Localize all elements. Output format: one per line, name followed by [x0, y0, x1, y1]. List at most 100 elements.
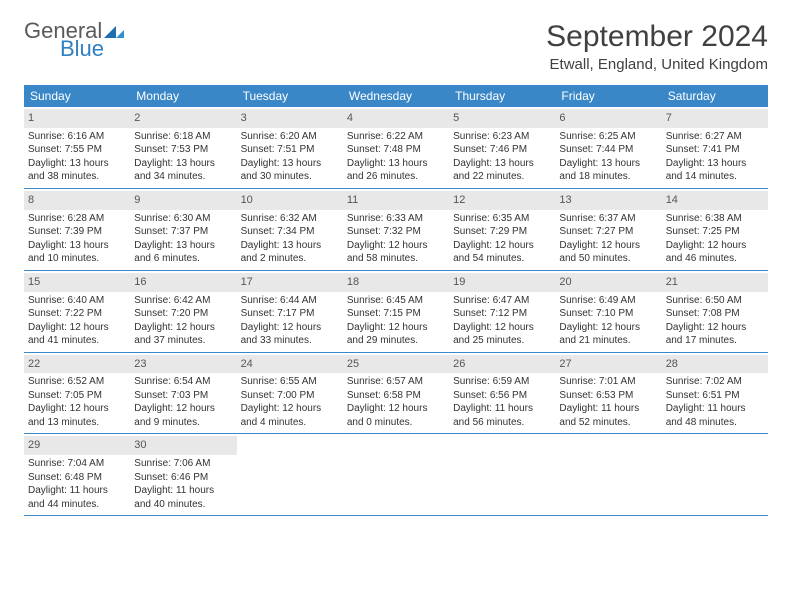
day-cell: 25Sunrise: 6:57 AMSunset: 6:58 PMDayligh…: [343, 353, 449, 434]
daylight-line-2: and 25 minutes.: [453, 334, 551, 348]
sunrise-line: Sunrise: 6:23 AM: [453, 130, 551, 144]
sunset-line: Sunset: 7:55 PM: [28, 143, 126, 157]
calendar-body: 1Sunrise: 6:16 AMSunset: 7:55 PMDaylight…: [24, 107, 768, 516]
sunrise-line: Sunrise: 6:32 AM: [241, 212, 339, 226]
daylight-line-1: Daylight: 13 hours: [347, 157, 445, 171]
day-number: 25: [343, 355, 449, 374]
day-number: 15: [24, 273, 130, 292]
header: General Blue September 2024 Etwall, Engl…: [24, 20, 768, 73]
daylight-line-1: Daylight: 11 hours: [453, 402, 551, 416]
daylight-line-1: Daylight: 13 hours: [134, 239, 232, 253]
sunset-line: Sunset: 6:46 PM: [134, 471, 232, 485]
day-number: 8: [24, 191, 130, 210]
sunrise-line: Sunrise: 7:01 AM: [559, 375, 657, 389]
day-cell: 7 Sunrise: 6:27 AMSunset: 7:41 PMDaylight…: [662, 107, 768, 188]
logo-text-blue: Blue: [60, 38, 124, 60]
daylight-line-2: and 37 minutes.: [134, 334, 232, 348]
day-number: 29: [24, 436, 130, 455]
daylight-line-1: Daylight: 11 hours: [28, 484, 126, 498]
daylight-line-2: and 17 minutes.: [666, 334, 764, 348]
sunset-line: Sunset: 7:20 PM: [134, 307, 232, 321]
daylight-line-2: and 18 minutes.: [559, 170, 657, 184]
day-number: 2: [130, 109, 236, 128]
sunset-line: Sunset: 7:27 PM: [559, 225, 657, 239]
sunset-line: Sunset: 7:48 PM: [347, 143, 445, 157]
day-number: 6: [555, 109, 661, 128]
daylight-line-2: and 44 minutes.: [28, 498, 126, 512]
day-number: 14: [662, 191, 768, 210]
daylight-line-1: Daylight: 11 hours: [666, 402, 764, 416]
logo: General Blue: [24, 20, 124, 60]
daylight-line-2: and 22 minutes.: [453, 170, 551, 184]
day-number: 19: [449, 273, 555, 292]
week-row: 1Sunrise: 6:16 AMSunset: 7:55 PMDaylight…: [24, 107, 768, 189]
sunrise-line: Sunrise: 6:50 AM: [666, 294, 764, 308]
daylight-line-2: and 46 minutes.: [666, 252, 764, 266]
daylight-line-2: and 38 minutes.: [28, 170, 126, 184]
daylight-line-1: Daylight: 13 hours: [28, 239, 126, 253]
sunset-line: Sunset: 7:44 PM: [559, 143, 657, 157]
sunset-line: Sunset: 6:53 PM: [559, 389, 657, 403]
sunrise-line: Sunrise: 6:30 AM: [134, 212, 232, 226]
sunset-line: Sunset: 7:41 PM: [666, 143, 764, 157]
day-number: 7: [662, 109, 768, 128]
sunset-line: Sunset: 7:46 PM: [453, 143, 551, 157]
month-title: September 2024: [546, 20, 768, 54]
dow-cell: Wednesday: [343, 85, 449, 107]
sunrise-line: Sunrise: 6:33 AM: [347, 212, 445, 226]
daylight-line-2: and 40 minutes.: [134, 498, 232, 512]
day-cell: 2Sunrise: 6:18 AMSunset: 7:53 PMDaylight…: [130, 107, 236, 188]
sunset-line: Sunset: 6:48 PM: [28, 471, 126, 485]
sunrise-line: Sunrise: 6:27 AM: [666, 130, 764, 144]
daylight-line-2: and 56 minutes.: [453, 416, 551, 430]
sunset-line: Sunset: 6:51 PM: [666, 389, 764, 403]
daylight-line-1: Daylight: 13 hours: [241, 157, 339, 171]
day-cell: 11Sunrise: 6:33 AMSunset: 7:32 PMDayligh…: [343, 189, 449, 270]
day-number: 17: [237, 273, 343, 292]
daylight-line-1: Daylight: 12 hours: [347, 321, 445, 335]
daylight-line-2: and 34 minutes.: [134, 170, 232, 184]
day-cell: 14Sunrise: 6:38 AMSunset: 7:25 PMDayligh…: [662, 189, 768, 270]
day-cell: 6Sunrise: 6:25 AMSunset: 7:44 PMDaylight…: [555, 107, 661, 188]
day-cell: [237, 434, 343, 515]
day-cell: 15Sunrise: 6:40 AMSunset: 7:22 PMDayligh…: [24, 271, 130, 352]
logo-icon: [104, 24, 124, 38]
sunrise-line: Sunrise: 6:42 AM: [134, 294, 232, 308]
day-number: 11: [343, 191, 449, 210]
day-cell: 10Sunrise: 6:32 AMSunset: 7:34 PMDayligh…: [237, 189, 343, 270]
sunrise-line: Sunrise: 6:52 AM: [28, 375, 126, 389]
day-cell: 26Sunrise: 6:59 AMSunset: 6:56 PMDayligh…: [449, 353, 555, 434]
sunset-line: Sunset: 7:39 PM: [28, 225, 126, 239]
day-cell: 19Sunrise: 6:47 AMSunset: 7:12 PMDayligh…: [449, 271, 555, 352]
week-row: 29 Sunrise: 7:04 AMSunset: 6:48 PMDayligh…: [24, 434, 768, 516]
daylight-line-1: Daylight: 12 hours: [241, 402, 339, 416]
day-number: 16: [130, 273, 236, 292]
day-number: 22: [24, 355, 130, 374]
week-row: 8Sunrise: 6:28 AMSunset: 7:39 PMDaylight…: [24, 189, 768, 271]
day-cell: 8Sunrise: 6:28 AMSunset: 7:39 PMDaylight…: [24, 189, 130, 270]
day-cell: 29 Sunrise: 7:04 AMSunset: 6:48 PMDayligh…: [24, 434, 130, 515]
daylight-line-2: and 21 minutes.: [559, 334, 657, 348]
daylight-line-2: and 0 minutes.: [347, 416, 445, 430]
day-number: 13: [555, 191, 661, 210]
daylight-line-1: Daylight: 12 hours: [347, 239, 445, 253]
week-row: 22Sunrise: 6:52 AMSunset: 7:05 PMDayligh…: [24, 353, 768, 435]
sunrise-line: Sunrise: 6:49 AM: [559, 294, 657, 308]
sunset-line: Sunset: 7:53 PM: [134, 143, 232, 157]
sunrise-line: Sunrise: 6:16 AM: [28, 130, 126, 144]
title-block: September 2024 Etwall, England, United K…: [546, 20, 768, 73]
day-cell: 1Sunrise: 6:16 AMSunset: 7:55 PMDaylight…: [24, 107, 130, 188]
day-cell: 13Sunrise: 6:37 AMSunset: 7:27 PMDayligh…: [555, 189, 661, 270]
sunset-line: Sunset: 7:00 PM: [241, 389, 339, 403]
daylight-line-2: and 48 minutes.: [666, 416, 764, 430]
sunrise-line: Sunrise: 7:04 AM: [28, 457, 126, 471]
sunset-line: Sunset: 7:08 PM: [666, 307, 764, 321]
day-number: 18: [343, 273, 449, 292]
day-number: 30: [130, 436, 236, 455]
daylight-line-1: Daylight: 13 hours: [666, 157, 764, 171]
day-number: 4: [343, 109, 449, 128]
daylight-line-2: and 10 minutes.: [28, 252, 126, 266]
daylight-line-1: Daylight: 12 hours: [134, 402, 232, 416]
sunset-line: Sunset: 7:37 PM: [134, 225, 232, 239]
day-number: 10: [237, 191, 343, 210]
